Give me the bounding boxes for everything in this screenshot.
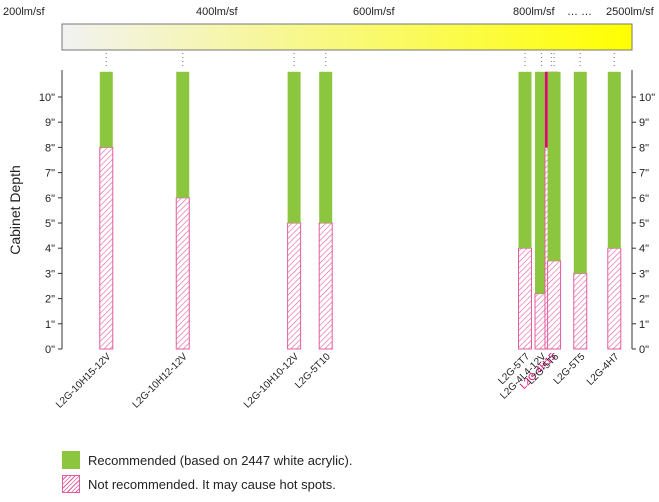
y-tick-label-left: 5" xyxy=(45,218,55,230)
y-tick-label-left: 7" xyxy=(45,168,55,180)
cabinet-depth-chart: 0" 0" 1" 1" 2" 2" 3" 3" 4" 4" 5" 5" 6" 6" 7" 7" 8" 8" 9" 9"… xyxy=(7,23,655,411)
bar-not-recommended xyxy=(287,222,302,350)
lumen-gradient-bar xyxy=(61,23,633,51)
y-axis-title: Cabinet Depth xyxy=(7,165,23,255)
y-tick-label-left: 3" xyxy=(45,268,55,280)
legend-not-recommended: Not recommended. It may cause hot spots. xyxy=(62,475,336,493)
legend-recommended-label: Recommended (based on 2447 white acrylic… xyxy=(88,452,353,468)
y-tick-label-left: 10" xyxy=(39,92,55,104)
bar-not-recommended xyxy=(99,146,114,350)
y-tick-label-left: 1" xyxy=(45,319,55,331)
y-tick-label-left: 2" xyxy=(45,294,55,306)
recommended-swatch xyxy=(62,451,80,469)
y-tick-label-left: 9" xyxy=(45,117,55,129)
category-label: L2G-10H10-12V xyxy=(242,351,302,411)
y-tick-label-right: 10" xyxy=(639,92,655,104)
bar-not-recommended xyxy=(318,222,333,350)
legend-not-recommended-label: Not recommended. It may cause hot spots. xyxy=(88,476,336,492)
y-tick-label-right: 5" xyxy=(639,218,649,230)
category-label: L2G-10H15-12V xyxy=(54,351,114,411)
bar-not-recommended xyxy=(547,260,562,350)
y-tick-label-right: 0" xyxy=(639,344,649,356)
y-tick-label-right: 2" xyxy=(639,294,649,306)
y-tick-label-right: 7" xyxy=(639,168,649,180)
y-tick-label-right: 4" xyxy=(639,243,649,255)
bar-not-recommended xyxy=(175,197,190,350)
bar-not-recommended xyxy=(518,247,532,350)
category-label: L2G-5T10 xyxy=(293,351,333,391)
category-label: L2G-10H12-12V xyxy=(131,351,191,411)
y-tick-label-right: 8" xyxy=(639,142,649,154)
lumen-label-800: 800lm/sf xyxy=(513,6,555,18)
y-tick-label-right: 6" xyxy=(639,193,649,205)
lumen-label-2500: 2500lm/sf xyxy=(606,6,654,18)
bar-recommended xyxy=(176,71,190,198)
bar-recommended xyxy=(573,71,587,274)
bar-not-recommended xyxy=(573,272,588,350)
bar-recommended xyxy=(607,71,621,249)
y-tick-label-left: 4" xyxy=(45,243,55,255)
bar-recommended xyxy=(547,71,561,261)
y-tick-label-left: 0" xyxy=(45,344,55,356)
lumen-label-400: 400lm/sf xyxy=(196,6,238,18)
bar-not-recommended xyxy=(607,247,622,350)
not-recommended-swatch xyxy=(62,475,80,493)
lumen-label-200: 200lm/sf xyxy=(3,6,45,18)
legend-recommended: Recommended (based on 2447 white acrylic… xyxy=(62,451,352,469)
y-tick-label-right: 9" xyxy=(639,117,649,129)
lumen-label-ellipsis: … … xyxy=(567,6,593,18)
y-tick-label-right: 3" xyxy=(639,268,649,280)
y-tick-label-left: 8" xyxy=(45,142,55,154)
bar-recommended xyxy=(518,71,532,249)
bar-recommended xyxy=(319,71,333,223)
category-label: L2G-4H7 xyxy=(585,351,622,388)
bar-recommended xyxy=(287,71,301,223)
y-tick-label-right: 1" xyxy=(639,319,649,331)
lumen-label-600: 600lm/sf xyxy=(353,6,395,18)
bar-recommended xyxy=(99,71,113,148)
y-tick-label-left: 6" xyxy=(45,193,55,205)
